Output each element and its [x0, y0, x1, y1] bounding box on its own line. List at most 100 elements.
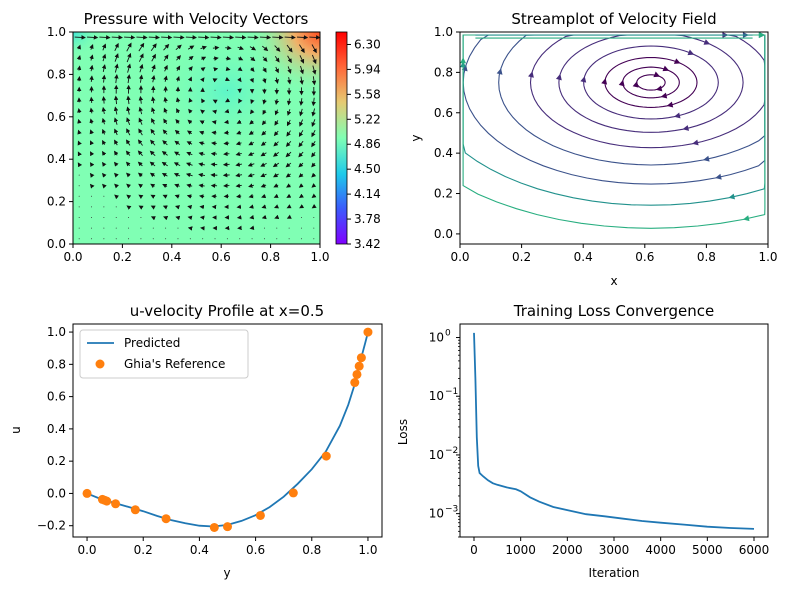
- streamline: [604, 56, 698, 108]
- quiver-arrow: [161, 172, 168, 178]
- quiver-arrow: [187, 119, 193, 125]
- quiver-arrow: [286, 77, 292, 85]
- quiver-arrow: [89, 64, 94, 72]
- quiver-arrow: [248, 141, 255, 146]
- quiver-arrow: [89, 54, 94, 61]
- quiver-arrow: [188, 55, 194, 61]
- quiver-arrow: [161, 161, 168, 167]
- pressure-ytick-label: 0.8: [47, 67, 66, 81]
- quiver-arrow: [186, 151, 193, 157]
- quiver-arrow: [162, 194, 168, 199]
- quiver-arrow: [285, 151, 292, 158]
- quiver-arrow: [311, 183, 317, 188]
- quiver-dot: [263, 238, 265, 240]
- streamline-arrow: [460, 57, 467, 64]
- colorbar-bar: [335, 31, 348, 245]
- quiver-arrow: [198, 183, 205, 188]
- quiver-dot: [288, 238, 290, 240]
- quiver-arrow: [311, 97, 316, 107]
- loss-ytick-label: 10: [429, 507, 444, 521]
- streamline-arrow: [653, 71, 661, 78]
- streamline-arrow: [673, 58, 681, 64]
- streamplot-frame: [459, 31, 769, 245]
- quiver-arrow: [311, 129, 316, 138]
- quiver-arrow: [262, 99, 267, 105]
- quiver-arrow: [151, 96, 156, 104]
- quiver-dot: [251, 238, 253, 240]
- loss-ylabel: Loss: [396, 419, 410, 445]
- streamplot-xtick-label: 0.0: [450, 250, 469, 264]
- quiver-arrow: [149, 172, 156, 178]
- quiver-arrow: [138, 117, 143, 125]
- streamplot-ytick-label: 0.6: [434, 106, 453, 120]
- streamline-arrow: [601, 78, 608, 85]
- quiver-arrow: [285, 173, 291, 178]
- pressure-corner-right: [73, 32, 320, 244]
- streamplot-panel: Streamplot of Velocity Field 0.0 0.2 0.4 0.…: [409, 10, 778, 288]
- pressure-xtick-label: 0.2: [113, 250, 132, 264]
- quiver-arrow: [89, 44, 94, 50]
- streamline: [583, 45, 719, 120]
- quiver-arrow: [173, 173, 181, 178]
- quiver-dot: [152, 238, 154, 240]
- quiver-dot: [91, 217, 93, 218]
- streamline-arrow: [703, 155, 710, 162]
- quiver-arrow: [126, 42, 132, 52]
- streamline-arrow: [660, 92, 668, 99]
- quiver-arrow: [286, 183, 292, 188]
- reference-point: [130, 505, 140, 515]
- quiver-arrow: [175, 97, 181, 103]
- quiver-arrow: [162, 183, 168, 189]
- quiver-arrow: [274, 45, 281, 52]
- quiver-arrow: [286, 98, 292, 106]
- quiver-arrow: [113, 95, 119, 105]
- pressure-ytick-label: 0.2: [47, 195, 66, 209]
- quiver-arrow: [311, 119, 316, 127]
- profile-plot: [82, 327, 373, 532]
- quiver-arrow: [149, 150, 156, 156]
- quiver-arrow: [126, 183, 132, 189]
- quiver-arrow: [299, 76, 304, 85]
- quiver-dot: [103, 227, 105, 229]
- loss-xtick-label: 6000: [739, 543, 770, 557]
- quiver-arrow: [114, 53, 119, 62]
- quiver-arrow: [101, 64, 107, 72]
- quiver-dot: [140, 238, 142, 240]
- loss-ytick-label: 10: [429, 389, 444, 403]
- reference-point: [82, 488, 92, 498]
- colorbar-tick-label: 3.78: [354, 212, 381, 226]
- quiver-arrow: [174, 194, 180, 199]
- quiver-arrow: [312, 65, 317, 75]
- pressure-panel: Pressure with Velocity Vectors 0.0 0.2 0.4…: [47, 10, 381, 264]
- colorbar-tick-label: 5.94: [354, 62, 381, 76]
- profile-ytick-label: 0.2: [47, 454, 66, 468]
- streamplot-ytick-label: 0.2: [434, 187, 453, 201]
- quiver-arrow: [237, 77, 242, 83]
- streamlines: [460, 32, 766, 229]
- quiver-arrow: [137, 139, 143, 146]
- quiver-arrow: [274, 77, 279, 84]
- quiver-arrow: [126, 117, 131, 126]
- quiver-arrow: [114, 74, 119, 84]
- quiver-arrow: [149, 161, 156, 167]
- quiver-arrow: [151, 117, 156, 125]
- reference-point: [209, 522, 219, 532]
- quiver-dot: [189, 238, 191, 240]
- quiver-arrow: [299, 65, 304, 75]
- quiver-dot: [214, 238, 216, 240]
- quiver-arrow: [286, 204, 292, 209]
- quiver-arrow: [150, 205, 156, 210]
- streamline-arrow: [655, 85, 663, 92]
- quiver-dot: [300, 217, 302, 218]
- quiver-arrow: [260, 141, 267, 146]
- colorbar-tick-label: 3.42: [354, 237, 381, 251]
- quiver-arrow: [250, 56, 256, 62]
- quiver-arrow: [150, 194, 156, 199]
- quiver-arrow: [187, 45, 195, 50]
- predicted-line: [86, 331, 369, 528]
- quiver-dot: [115, 217, 117, 218]
- profile-legend: Predicted Ghia's Reference: [79, 329, 249, 379]
- quiver-arrow: [237, 56, 244, 61]
- pressure-field: [73, 32, 320, 244]
- reference-point: [255, 510, 265, 520]
